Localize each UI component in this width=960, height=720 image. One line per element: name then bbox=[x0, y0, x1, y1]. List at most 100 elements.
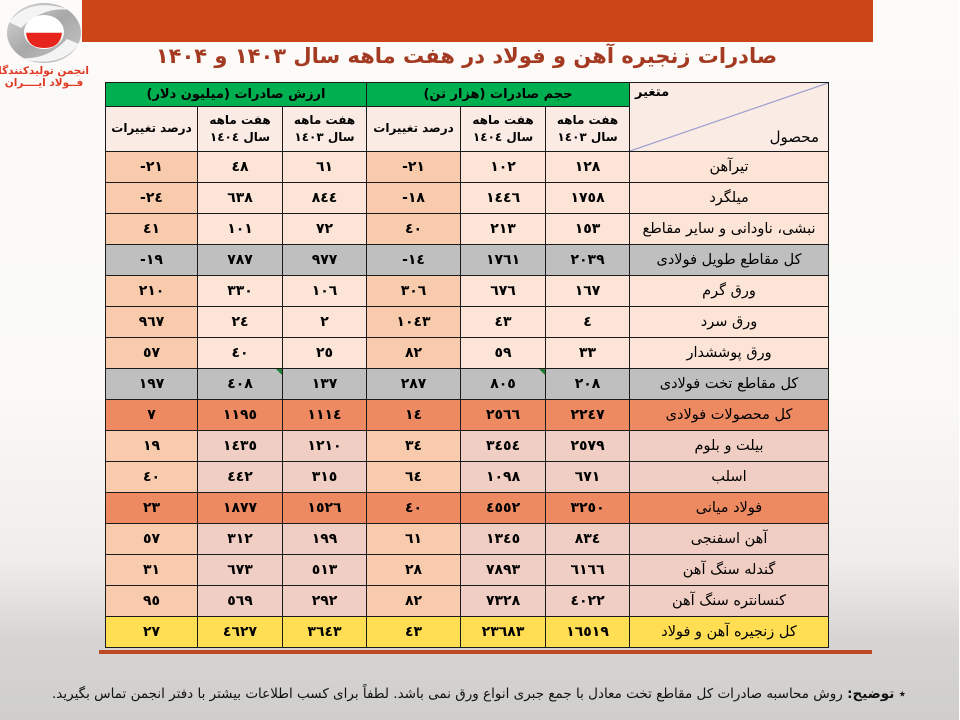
value-1403-cell: ٢٩٢ bbox=[283, 585, 369, 617]
volume-1403-cell: ٢٠٣٩ bbox=[546, 244, 632, 276]
value-1403-cell: ١٥٢٦ bbox=[283, 492, 369, 524]
table-row: گندله سنگ آهن ٦١٦٦ ٧٨٩٣ ٢٨ ٥١٣ ٦٧٣ ٣١ bbox=[105, 554, 831, 586]
product-cell: کل مقاطع تخت فولادی bbox=[630, 368, 831, 400]
value-pct-cell: ٢٧ bbox=[105, 616, 200, 648]
value-pct-cell: ١٩٧ bbox=[105, 368, 200, 400]
volume-pct-cell: ٢٨ bbox=[367, 554, 463, 586]
group-header-volume: حجم صادرات (هزار تن) bbox=[367, 82, 632, 107]
value-1403-cell: ٧٢ bbox=[283, 213, 369, 245]
value-1404-cell: ٣٣٠ bbox=[198, 275, 285, 307]
volume-pct-cell: ٢٨٧ bbox=[367, 368, 463, 400]
value-1404-cell: ١٤٣٥ bbox=[198, 430, 285, 462]
volume-1404-cell: ٧٨٩٣ bbox=[461, 554, 548, 586]
table-row: میلگرد ١٧٥٨ ١٤٤٦ -١٨ ٨٤٤ ٦٣٨ -٢٤ bbox=[105, 182, 831, 214]
volume-1404-cell: ٢٣٦٨٣ bbox=[461, 616, 548, 648]
volume-1403-cell: ٨٣٤ bbox=[546, 523, 632, 555]
value-pct-cell: ٥٧ bbox=[105, 337, 200, 369]
volume-pct-cell: ١٤ bbox=[367, 399, 463, 431]
value-1403-cell: ١٠٦ bbox=[283, 275, 369, 307]
logo-swirl-icon bbox=[8, 3, 82, 63]
subheader-line: هفت ماهه bbox=[210, 112, 272, 127]
subheader-value-1403: هفت ماهه سال ١٤٠٣ bbox=[283, 106, 369, 152]
volume-1403-cell: ٣٣ bbox=[546, 337, 632, 369]
value-1404-cell: ٦٧٣ bbox=[198, 554, 285, 586]
value-1403-cell: ٥١٣ bbox=[283, 554, 369, 586]
value-1404-cell: ٤٤٢ bbox=[198, 461, 285, 493]
volume-1403-cell: ١٢٨ bbox=[546, 151, 632, 183]
product-cell: ورق سرد bbox=[630, 306, 831, 338]
volume-pct-cell: ٨٢ bbox=[367, 337, 463, 369]
top-banner bbox=[83, 0, 874, 42]
volume-pct-cell: ٦١ bbox=[367, 523, 463, 555]
value-1403-cell: ٣٦٤٣ bbox=[283, 616, 369, 648]
table-row: فولاد میانی ٣٢٥٠ ٤٥٥٢ ٤٠ ١٥٢٦ ١٨٧٧ ٢٣ bbox=[105, 492, 831, 524]
exports-table: متغیر محصول حجم صادرات (هزار تن) ارزش صا… bbox=[105, 82, 831, 648]
value-1404-cell: ٦٣٨ bbox=[198, 182, 285, 214]
table-body: تیرآهن ١٢٨ ١٠٢ -٢١ ٦١ ٤٨ -٢١ میلگرد ١٧٥٨… bbox=[105, 151, 831, 648]
product-cell: کل زنجیره آهن و فولاد bbox=[630, 616, 831, 648]
volume-1403-cell: ٤٠٢٢ bbox=[546, 585, 632, 617]
volume-1403-cell: ٣٢٥٠ bbox=[546, 492, 632, 524]
volume-1403-cell: ٦٧١ bbox=[546, 461, 632, 493]
steel-association-logo: انجمن تولیدکنندگان فــولاد ایــــران bbox=[0, 2, 90, 89]
subheader-volume-1403: هفت ماهه سال ١٤٠٣ bbox=[546, 106, 632, 152]
table-row: کل محصولات فولادی ٢٢٤٧ ٢٥٦٦ ١٤ ١١١٤ ١١٩٥… bbox=[105, 399, 831, 431]
product-cell: ورق گرم bbox=[630, 275, 831, 307]
subheader-line: هفت ماهه bbox=[557, 112, 620, 127]
value-1403-cell: ١٩٩ bbox=[283, 523, 369, 555]
table-row: تیرآهن ١٢٨ ١٠٢ -٢١ ٦١ ٤٨ -٢١ bbox=[105, 151, 831, 183]
table-row: کل مقاطع طویل فولادی ٢٠٣٩ ١٧٦١ -١٤ ٩٧٧ ٧… bbox=[105, 244, 831, 276]
volume-1404-cell: ٨٠٥ bbox=[461, 368, 548, 400]
volume-pct-cell: ١٠٤٣ bbox=[367, 306, 463, 338]
table-row: ورق پوششدار ٣٣ ٥٩ ٨٢ ٢٥ ٤٠ ٥٧ bbox=[105, 337, 831, 369]
volume-1404-cell: ٢٥٦٦ bbox=[461, 399, 548, 431]
subheader-line: سال ١٤٠٣ bbox=[295, 130, 356, 144]
value-1403-cell: ١١١٤ bbox=[283, 399, 369, 431]
product-cell: فولاد میانی bbox=[630, 492, 831, 524]
volume-1404-cell: ٢١٣ bbox=[461, 213, 548, 245]
volume-1404-cell: ٤٣ bbox=[461, 306, 548, 338]
volume-1403-cell: ٢٠٨ bbox=[546, 368, 632, 400]
value-1403-cell: ٩٧٧ bbox=[283, 244, 369, 276]
value-1403-cell: ٣١٥ bbox=[283, 461, 369, 493]
footnote-text: روش محاسبه صادرات کل مقاطع تخت معادل با … bbox=[52, 686, 844, 702]
volume-1403-cell: ٦١٦٦ bbox=[546, 554, 632, 586]
value-1404-cell: ١٠١ bbox=[198, 213, 285, 245]
product-cell: آهن اسفنجی bbox=[630, 523, 831, 555]
volume-pct-cell: ٤٠ bbox=[367, 213, 463, 245]
volume-pct-cell: -١٨ bbox=[367, 182, 463, 214]
volume-pct-cell: -١٤ bbox=[367, 244, 463, 276]
value-1404-cell: ٤٠٨ bbox=[198, 368, 285, 400]
value-1404-cell: ٧٨٧ bbox=[198, 244, 285, 276]
value-1404-cell: ٢٤ bbox=[198, 306, 285, 338]
subheader-line: سال ١٤٠٤ bbox=[210, 130, 272, 144]
page-title: صادرات زنجیره آهن و فولاد در هفت ماهه سا… bbox=[156, 44, 779, 68]
table-row: اسلب ٦٧١ ١٠٩٨ ٦٤ ٣١٥ ٤٤٢ ٤٠ bbox=[105, 461, 831, 493]
logo-text-line1: انجمن تولیدکنندگان bbox=[0, 65, 90, 77]
volume-1403-cell: ١٦٥١٩ bbox=[546, 616, 632, 648]
volume-pct-cell: ٦٤ bbox=[367, 461, 463, 493]
value-pct-cell: ٣١ bbox=[105, 554, 200, 586]
volume-pct-cell: -٢١ bbox=[367, 151, 463, 183]
subheader-value-pct: درصد تغییرات bbox=[105, 106, 200, 152]
table-row: نبشی، ناودانی و سایر مقاطع ١٥٣ ٢١٣ ٤٠ ٧٢… bbox=[105, 213, 831, 245]
value-pct-cell: ٢١٠ bbox=[105, 275, 200, 307]
volume-1404-cell: ٧٣٢٨ bbox=[461, 585, 548, 617]
volume-1404-cell: ١٤٤٦ bbox=[461, 182, 548, 214]
volume-1403-cell: ١٧٥٨ bbox=[546, 182, 632, 214]
volume-1404-cell: ١٣٤٥ bbox=[461, 523, 548, 555]
volume-pct-cell: ٣٤ bbox=[367, 430, 463, 462]
subheader-volume-1404: هفت ماهه سال ١٤٠٤ bbox=[461, 106, 548, 152]
value-pct-cell: -١٩ bbox=[105, 244, 200, 276]
value-1404-cell: ٤٦٢٧ bbox=[198, 616, 285, 648]
volume-pct-cell: ٤٠ bbox=[367, 492, 463, 524]
subheader-line: سال ١٤٠٤ bbox=[473, 130, 535, 144]
product-cell: تیرآهن bbox=[630, 151, 831, 183]
product-cell: ورق پوششدار bbox=[630, 337, 831, 369]
subheader-line: سال ١٤٠٣ bbox=[558, 130, 619, 144]
table-row: ورق سرد ٤ ٤٣ ١٠٤٣ ٢ ٢٤ ٩٦٧ bbox=[105, 306, 831, 338]
volume-1403-cell: ٢٥٧٩ bbox=[546, 430, 632, 462]
value-1404-cell: ١٨٧٧ bbox=[198, 492, 285, 524]
diagonal-divider bbox=[631, 83, 829, 151]
corner-cell: متغیر محصول bbox=[630, 82, 831, 152]
